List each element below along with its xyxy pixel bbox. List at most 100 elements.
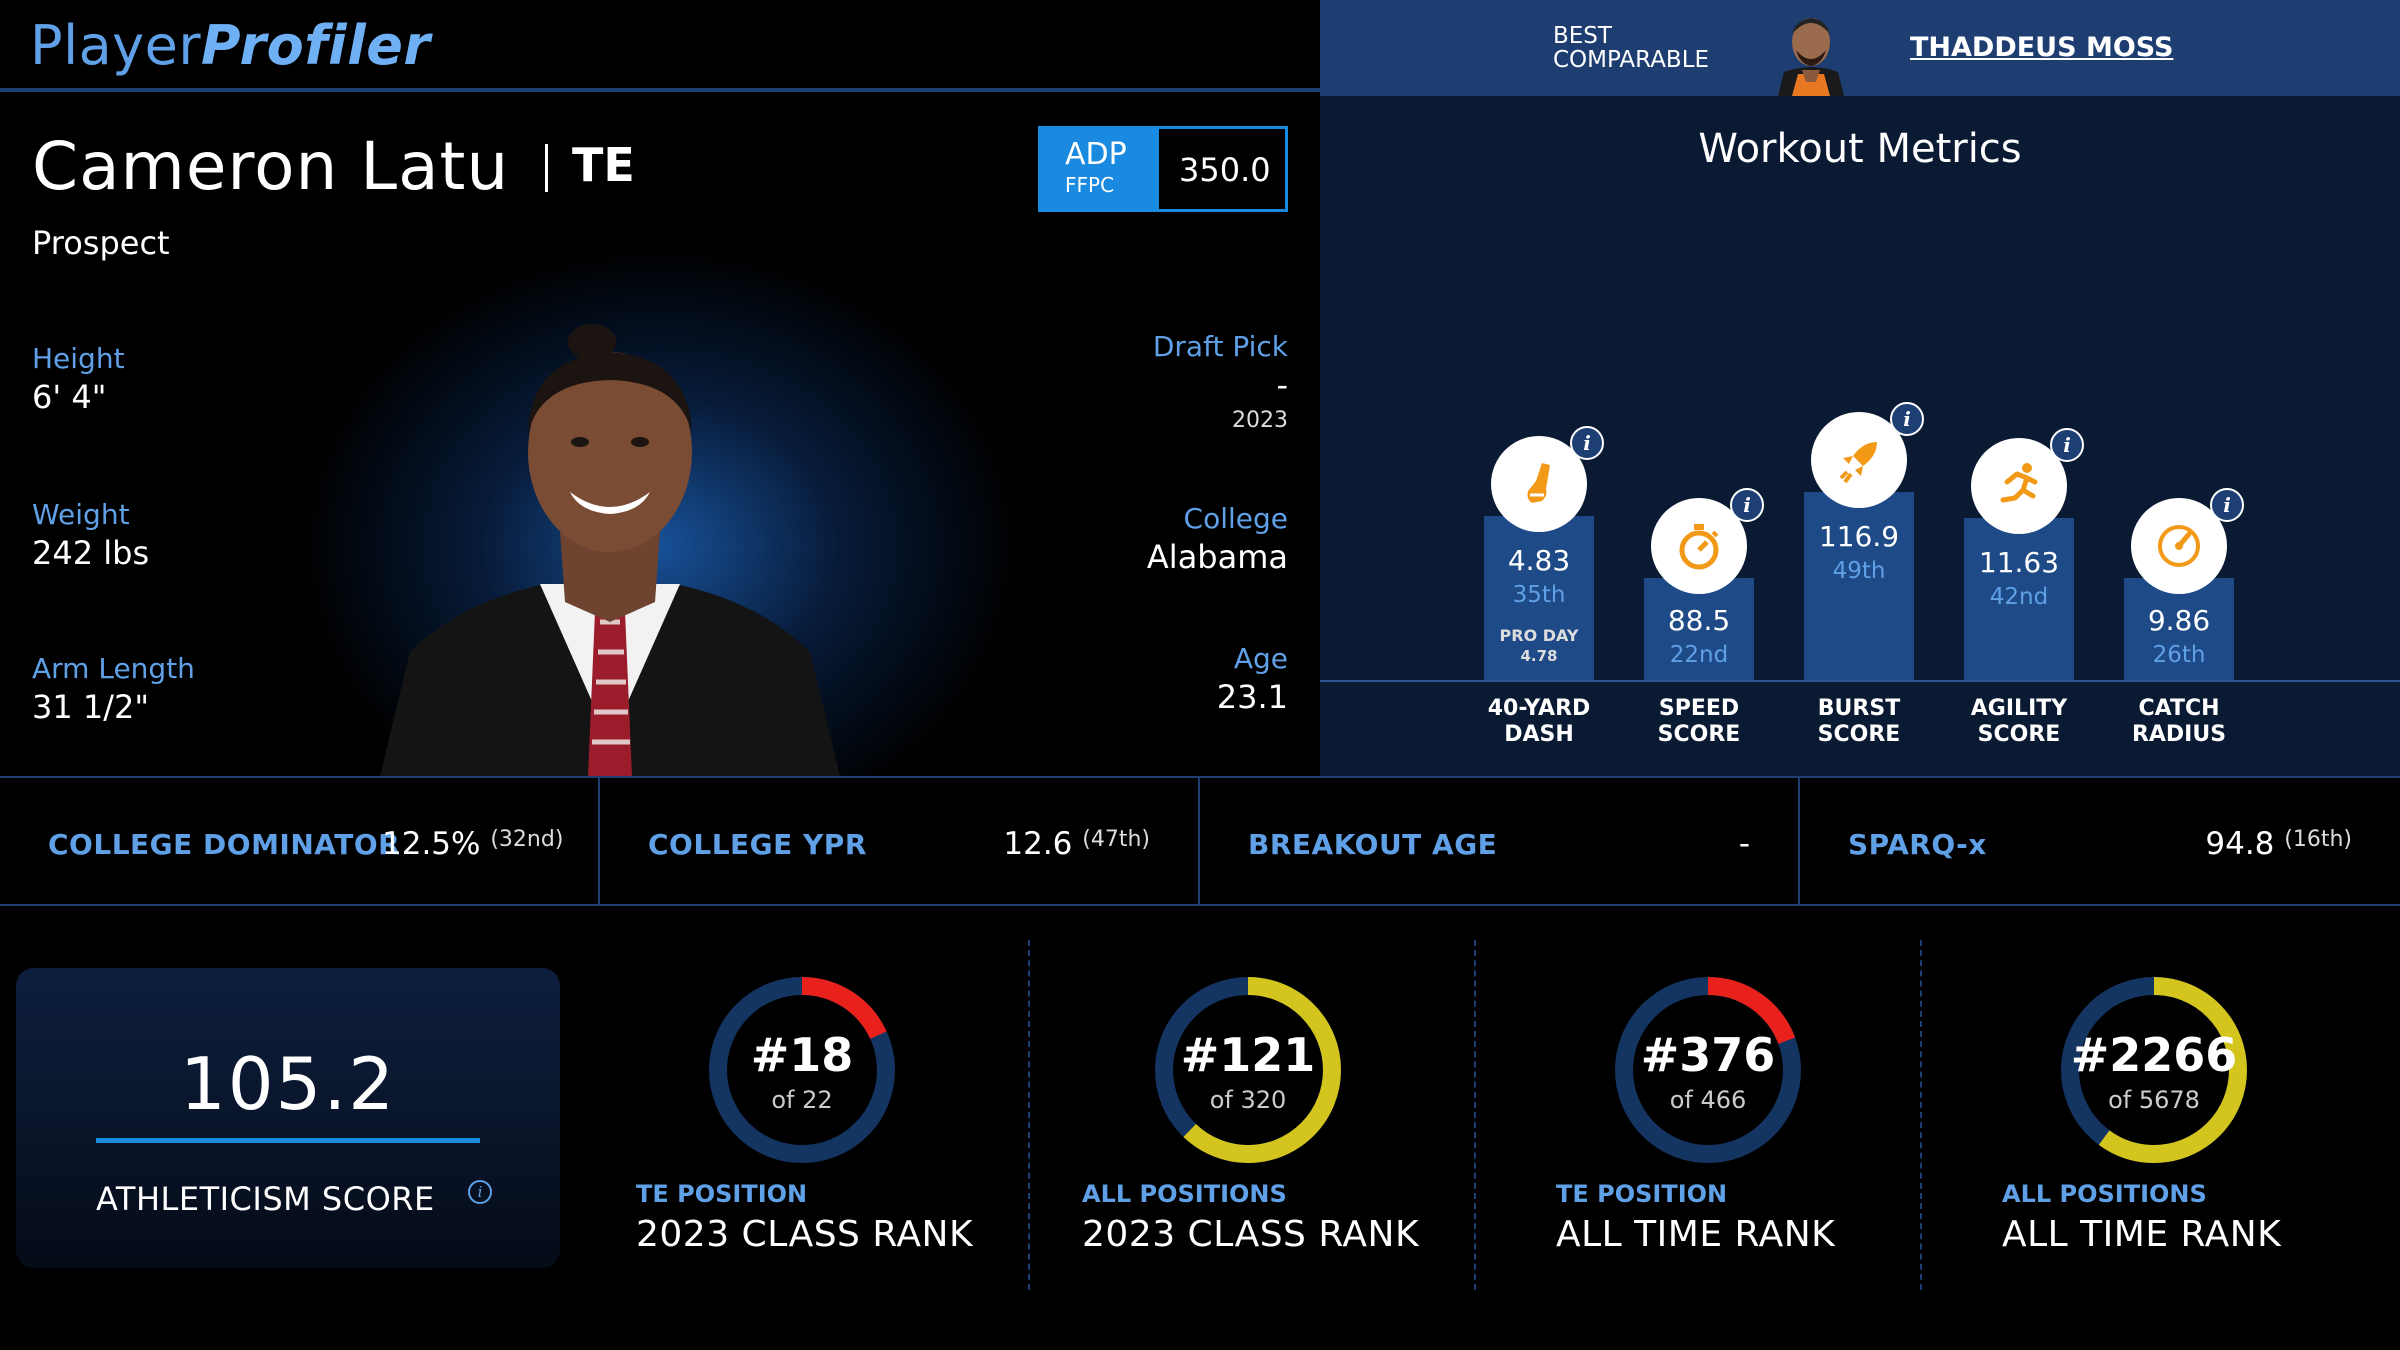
rank-total: of 320: [1209, 1086, 1287, 1114]
metric-bar: [1804, 492, 1914, 680]
rank-total: of 466: [1669, 1086, 1747, 1114]
header-bar: PlayerProfiler: [0, 0, 1320, 92]
player-profile-panel: Cameron Latu TE Prospect ADP FFPC 350.0 …: [0, 96, 1320, 776]
athleticism-score-card: 105.2 ATHLETICISM SCORE i: [16, 968, 560, 1268]
draft-pick-value: -: [1276, 366, 1288, 404]
pro-day-value: 4.78: [1520, 647, 1558, 665]
college-dominator-label: COLLEGE DOMINATOR: [48, 828, 401, 861]
player-name: Cameron Latu: [32, 128, 510, 205]
college-dominator-value: 12.5% (32nd): [382, 826, 564, 862]
sparq-x-label: SPARQ-x: [1848, 828, 1987, 861]
metric-rank: 26th: [2152, 642, 2206, 668]
info-icon[interactable]: i: [1890, 402, 1924, 436]
rank-number: #18: [750, 1028, 854, 1082]
age-value: 23.1: [1216, 678, 1288, 716]
adp-label: ADP: [1065, 137, 1127, 172]
breakout-age-value: -: [1738, 826, 1750, 862]
college-dominator-cell: COLLEGE DOMINATOR 12.5% (32nd): [0, 778, 600, 904]
rank-title: 2023 CLASS RANK: [636, 1214, 974, 1255]
metric-label: CATCH RADIUS: [2131, 696, 2227, 747]
metric-value: 4.83: [1507, 544, 1571, 577]
rank-number: #2266: [2070, 1028, 2238, 1082]
draft-year: 2023: [1232, 408, 1288, 433]
metric-rank: 42nd: [1989, 584, 2049, 610]
best-comparable-bar: BEST COMPARABLE THADDEUS MOSS: [1320, 0, 2400, 96]
stopwatch-icon: [1651, 498, 1747, 594]
gauge-icon: [2131, 498, 2227, 594]
best-comparable-label: BEST COMPARABLE: [1553, 23, 1710, 73]
rank-arc: [1155, 977, 1341, 1163]
rank-subtitle: TE POSITION: [1556, 1180, 1728, 1208]
name-divider: [545, 144, 548, 192]
rank-subtitle: ALL POSITIONS: [1082, 1180, 1287, 1208]
breakout-age-label: BREAKOUT AGE: [1248, 828, 1498, 861]
info-icon[interactable]: i: [1730, 488, 1764, 522]
workout-baseline: [1320, 680, 2400, 682]
metric-value: 9.86: [2147, 604, 2211, 637]
metric-rank: 49th: [1832, 558, 1886, 584]
pro-day-label: PRO DAY: [1499, 626, 1579, 645]
rank-arc: [2061, 977, 2247, 1163]
rocket-icon: [1811, 412, 1907, 508]
comparable-avatar: [1770, 6, 1852, 96]
adp-value: 350.0: [1179, 151, 1271, 189]
rank-donut: [2061, 977, 2247, 1163]
rank-subtitle: TE POSITION: [636, 1180, 808, 1208]
workout-metrics-title: Workout Metrics: [1698, 126, 2022, 172]
college-label: College: [1183, 502, 1288, 535]
college-stats-strip: COLLEGE DOMINATOR 12.5% (32nd) COLLEGE Y…: [0, 776, 2400, 906]
college-ypr-label: COLLEGE YPR: [648, 828, 867, 861]
rank-total: of 5678: [2108, 1086, 2200, 1114]
height-label: Height: [32, 342, 125, 375]
site-logo[interactable]: PlayerProfiler: [30, 14, 431, 77]
athleticism-score-value: 105.2: [179, 1042, 397, 1126]
college-ypr-value: 12.6 (47th): [1003, 826, 1150, 862]
weight-label: Weight: [32, 498, 130, 531]
age-label: Age: [1233, 642, 1288, 675]
height-value: 6' 4": [32, 378, 107, 416]
rank-title: ALL TIME RANK: [2002, 1214, 2282, 1255]
athleticism-score-label: ATHLETICISM SCORE: [96, 1180, 435, 1218]
metric-value: 11.63: [1978, 546, 2060, 579]
adp-source: FFPC: [1065, 173, 1115, 197]
metric-label: AGILITY SCORE: [1970, 696, 2068, 747]
arm-length-label: Arm Length: [32, 652, 195, 685]
arm-length-value: 31 1/2": [32, 688, 150, 726]
rank-all-all-time: #2266 of 5678 ALL POSITIONS ALL TIME RAN…: [1922, 940, 2368, 1290]
metric-value: 88.5: [1667, 604, 1731, 637]
metric-rank: 22nd: [1669, 642, 1729, 668]
info-icon[interactable]: i: [2210, 488, 2244, 522]
college-value: Alabama: [1146, 538, 1288, 576]
metric-label: SPEED SCORE: [1657, 696, 1741, 747]
metric-bar: [1644, 578, 1754, 680]
player-position: TE: [572, 138, 635, 192]
metric-rank: 35th: [1512, 582, 1566, 608]
metric-bar: [1964, 518, 2074, 680]
adp-badge: ADP FFPC 350.0: [1038, 126, 1288, 212]
metric-bar: [2124, 578, 2234, 680]
comparable-player-link[interactable]: THADDEUS MOSS: [1910, 32, 2174, 63]
metric-bar: [1484, 516, 1594, 680]
rank-subtitle: ALL POSITIONS: [2002, 1180, 2207, 1208]
breakout-age-cell: BREAKOUT AGE -: [1200, 778, 1800, 904]
info-icon[interactable]: i: [468, 1180, 492, 1204]
rank-arc: [1615, 977, 1801, 1163]
rank-arc: [709, 977, 895, 1163]
workout-metrics-panel: Workout Metrics i 4.83 35th PRO DAY 4.78…: [1320, 96, 2400, 776]
rank-donut: [1155, 977, 1341, 1163]
rank-donut: [709, 977, 895, 1163]
rank-title: 2023 CLASS RANK: [1082, 1214, 1420, 1255]
rank-te-all-time: #376 of 466 TE POSITION ALL TIME RANK: [1476, 940, 1922, 1290]
rank-title: ALL TIME RANK: [1556, 1214, 1836, 1255]
metric-label: BURST SCORE: [1817, 696, 1901, 747]
rank-number: #376: [1640, 1028, 1776, 1082]
draft-pick-label: Draft Pick: [1152, 330, 1288, 363]
runner-icon: [1971, 438, 2067, 534]
sparq-x-value: 94.8 (16th): [2205, 826, 2352, 862]
info-icon[interactable]: i: [2050, 428, 2084, 462]
rank-te-class: #18 of 22 TE POSITION 2023 CLASS RANK: [584, 940, 1030, 1290]
rank-total: of 22: [771, 1086, 833, 1114]
athleticism-underline: [96, 1138, 480, 1143]
info-icon[interactable]: i: [1570, 426, 1604, 460]
metric-label: 40-YARD DASH: [1487, 696, 1591, 747]
